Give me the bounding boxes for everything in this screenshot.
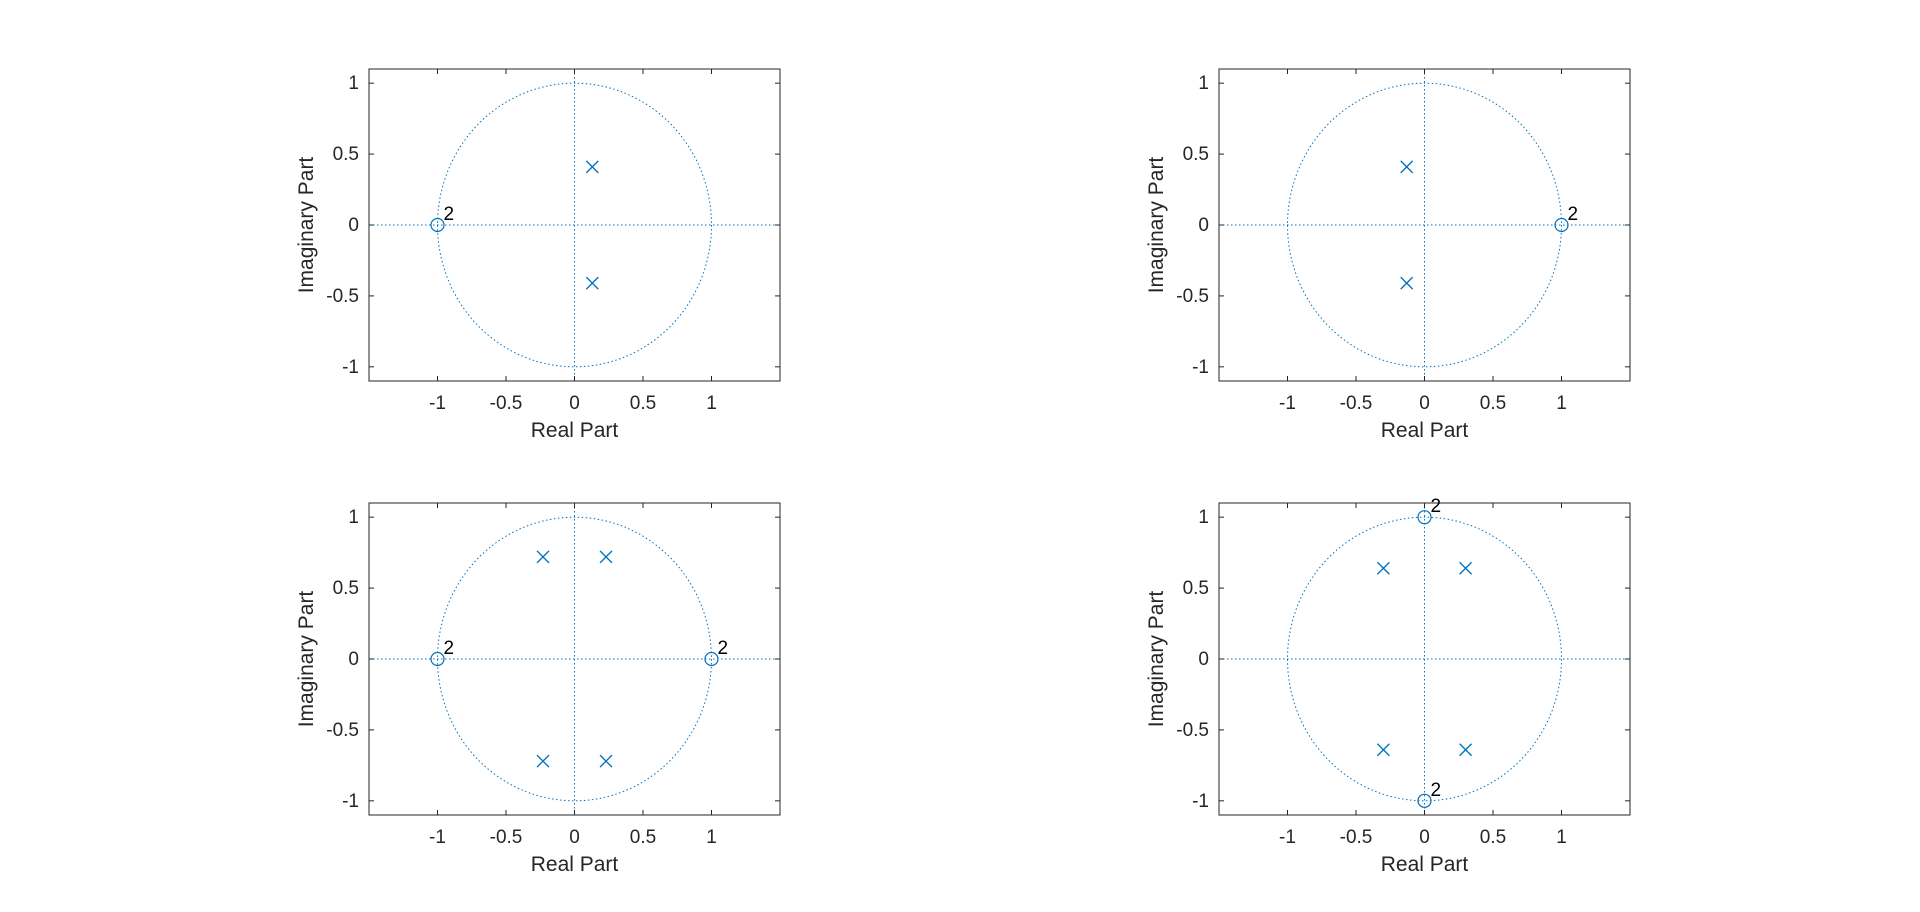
x-tick-label: 1 [706,393,717,414]
x-tick-label: 0.5 [1480,393,1506,414]
x-tick-label: -1 [429,827,446,848]
pole-stroke [1400,276,1414,290]
x-axis-label: Real Part [531,853,619,876]
y-tick-label: -1 [1192,791,1209,812]
zero-multiplicity-label: 2 [718,638,729,659]
y-tick-label: -1 [342,791,359,812]
pole-stroke [1376,561,1390,575]
subplot-2: -1 -0.5 0 0.5 1 -1 -0.5 0 0.5 1 Real Part Imaginary… [1145,68,1631,442]
x-tick-label: -1 [1279,393,1296,414]
unit-circle [437,82,712,368]
pole-marker [585,276,599,290]
pole-marker [1400,160,1414,174]
x-tick-label: 1 [1556,827,1567,848]
pole-marker [1400,276,1414,290]
x-tick-label: 0 [1419,393,1430,414]
pole-marker [1459,561,1473,575]
zero-multiplicity-label: 2 [1431,780,1442,801]
pole-stroke [1459,743,1473,757]
x-axis-label: Real Part [1381,853,1469,876]
y-axis-label: Imaginary Part [1145,591,1168,728]
pole-stroke [1400,160,1414,174]
x-tick-label: 0 [1419,827,1430,848]
zero-multiplicity-label: 2 [444,638,455,659]
unit-circle [1287,516,1562,802]
x-tick-label: -0.5 [490,827,523,848]
y-tick-label: -0.5 [1176,720,1209,741]
x-axis-label: Real Part [531,419,619,442]
unit-circle [437,516,712,802]
x-tick-label: -0.5 [1340,393,1373,414]
x-tick-label: -1 [429,393,446,414]
pole-marker [536,550,550,564]
pole-stroke [536,754,550,768]
y-tick-label: -1 [1192,357,1209,378]
x-tick-label: 1 [1556,393,1567,414]
y-tick-label: 0.5 [1183,578,1209,599]
pole-stroke [536,550,550,564]
zero-multiplicity-label: 2 [444,204,455,225]
y-tick-label: 0 [1198,215,1209,236]
y-tick-label: -1 [342,357,359,378]
pole-stroke [599,754,613,768]
y-tick-label: 0 [348,215,359,236]
x-tick-label: -1 [1279,827,1296,848]
y-tick-label: 1 [1198,507,1209,528]
y-tick-label: 0 [1198,649,1209,670]
zero-marker [430,217,445,233]
subplot-4: -1 -0.5 0 0.5 1 -1 -0.5 0 0.5 1 Real Part Imaginary… [1145,496,1631,876]
y-tick-label: 1 [1198,73,1209,94]
pole-marker [536,754,550,768]
y-axis-label: Imaginary Part [295,591,318,728]
pole-marker [585,160,599,174]
x-tick-label: 0 [569,827,580,848]
pole-marker [1376,561,1390,575]
x-tick-label: 0.5 [630,393,656,414]
y-axis-label: Imaginary Part [295,157,318,294]
pole-marker [599,754,613,768]
y-tick-label: 0.5 [1183,144,1209,165]
pole-stroke [1459,561,1473,575]
zero-multiplicity-label: 2 [1431,496,1442,517]
y-tick-label: 1 [348,73,359,94]
x-tick-label: -0.5 [490,393,523,414]
subplot-1: -1 -0.5 0 0.5 1 -1 -0.5 0 0.5 1 Real Part Imaginary… [295,68,781,442]
y-axis-label: Imaginary Part [1145,157,1168,294]
unit-circle [1287,82,1562,368]
zero-marker [704,651,719,667]
y-tick-label: 0.5 [333,144,359,165]
y-tick-label: -0.5 [326,720,359,741]
zero-marker [1554,217,1569,233]
y-tick-label: -0.5 [326,286,359,307]
zero-marker [1417,793,1432,808]
zero-marker [1417,510,1432,525]
zero-multiplicity-label: 2 [1568,204,1579,225]
y-tick-label: -0.5 [1176,286,1209,307]
pole-stroke [599,550,613,564]
x-tick-label: 0 [569,393,580,414]
y-tick-label: 0 [348,649,359,670]
x-tick-label: 0.5 [1480,827,1506,848]
pole-marker [1459,743,1473,757]
y-tick-label: 0.5 [333,578,359,599]
x-tick-label: 1 [706,827,717,848]
x-axis-label: Real Part [1381,419,1469,442]
x-tick-label: -0.5 [1340,827,1373,848]
pole-marker [1376,743,1390,757]
zero-marker [430,651,445,667]
pole-stroke [1376,743,1390,757]
x-tick-label: 0.5 [630,827,656,848]
pole-stroke [585,276,599,290]
pole-marker [599,550,613,564]
y-tick-label: 1 [348,507,359,528]
subplot-3: -1 -0.5 0 0.5 1 -1 -0.5 0 0.5 1 Real Part Imaginary… [295,502,781,876]
pole-stroke [585,160,599,174]
